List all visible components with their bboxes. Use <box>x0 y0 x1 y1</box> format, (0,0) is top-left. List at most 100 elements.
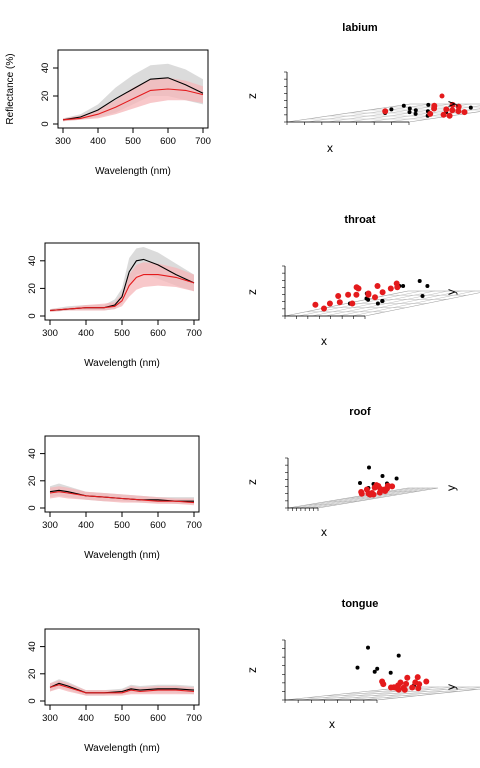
x-tick-label: 300 <box>42 328 58 339</box>
data-point <box>393 684 400 691</box>
x-tick-label: 300 <box>55 136 71 147</box>
y-tick-label: 20 <box>27 669 38 680</box>
data-point <box>443 106 450 113</box>
x-tick-label: 300 <box>42 520 58 531</box>
data-point <box>349 300 356 307</box>
panel-title: throat <box>344 214 376 226</box>
data-point <box>366 645 370 650</box>
y-axis-label: y <box>444 101 458 107</box>
mean-line <box>49 491 195 504</box>
x-tick-label: 600 <box>160 136 176 147</box>
data-point <box>375 301 380 306</box>
y-tick-label: 20 <box>27 283 38 294</box>
x-tick-label: 400 <box>78 520 94 531</box>
data-point <box>388 670 393 675</box>
mean-line <box>49 684 195 694</box>
y-tick-label: 0 <box>27 505 38 510</box>
data-point <box>326 300 333 307</box>
data-point <box>353 284 360 291</box>
data-point <box>401 284 406 288</box>
data-point <box>394 284 401 291</box>
x-tick-label: 400 <box>78 713 94 724</box>
x-tick-label: 400 <box>78 328 94 339</box>
y-tick-label: 40 <box>27 256 38 267</box>
spectra-panel: 300 400 500 600 700 0 20 40 Wavelength (nm) <box>27 242 202 369</box>
spectra-panel: 300 400 500 600 700 0 20 40 Wavelength (nm) Refle… <box>5 49 211 177</box>
mean-line <box>49 682 195 694</box>
data-point <box>449 101 456 108</box>
data-point <box>407 110 412 115</box>
clipped-data-point <box>439 93 445 99</box>
data-point <box>426 102 431 107</box>
x-axis-title: Wavelength (nm) <box>84 550 160 561</box>
data-point <box>375 666 380 671</box>
data-point <box>358 481 362 485</box>
x-tick-label: 500 <box>114 520 130 531</box>
mean-line <box>62 77 204 121</box>
data-point <box>366 491 372 497</box>
uncertainty-band <box>50 486 194 506</box>
x-tick-label: 600 <box>150 713 166 724</box>
data-point <box>336 299 343 306</box>
x-axis-title: Wavelength (nm) <box>84 358 160 369</box>
data-point <box>414 674 421 681</box>
data-point <box>335 293 342 299</box>
data-point <box>415 685 422 692</box>
data-point <box>387 285 394 292</box>
y-axis-title: Reflectance (%) <box>5 53 16 124</box>
data-point <box>409 684 416 691</box>
uncertainty-band <box>50 247 194 312</box>
x-axis-title: Wavelength (nm) <box>84 743 160 754</box>
y-tick-label: 40 <box>40 63 51 74</box>
y-tick-label: 40 <box>27 641 38 652</box>
uncertainty-band <box>50 262 194 312</box>
data-point <box>440 111 447 118</box>
data-point <box>404 674 411 681</box>
uncertainty-band <box>50 680 194 696</box>
data-point <box>455 108 462 115</box>
data-point <box>407 106 412 111</box>
x-tick-label: 600 <box>150 328 166 339</box>
data-point <box>367 465 371 470</box>
y-tick-label: 20 <box>40 91 51 102</box>
scatter3d-panel: tongue z x y <box>245 598 480 731</box>
data-point <box>449 107 456 114</box>
x-axis-label: x <box>321 525 327 539</box>
data-point <box>384 482 391 489</box>
z-axis-label: z <box>245 93 259 99</box>
data-point <box>353 291 360 298</box>
mean-line <box>62 88 204 121</box>
y-axis-label: y <box>444 684 458 690</box>
data-point <box>377 486 384 492</box>
data-point <box>431 105 438 112</box>
data-point <box>374 283 381 289</box>
spectra-panel: 300 400 500 600 700 0 20 40 Wavelength (nm) <box>27 628 202 754</box>
data-point <box>389 107 394 112</box>
y-tick-label: 0 <box>27 698 38 703</box>
x-tick-label: 300 <box>42 713 58 724</box>
data-point <box>358 490 365 497</box>
data-point <box>417 279 422 283</box>
data-point <box>380 299 385 303</box>
data-point <box>382 108 389 115</box>
data-point <box>382 488 389 494</box>
data-point <box>366 297 371 302</box>
data-point <box>401 686 408 693</box>
data-point <box>468 105 473 110</box>
data-point <box>380 474 385 478</box>
x-tick-label: 700 <box>186 520 202 531</box>
z-axis-label: z <box>245 667 259 673</box>
y-axis-label: y <box>444 289 458 295</box>
data-point <box>425 284 430 288</box>
panel-title: labium <box>342 22 378 34</box>
x-tick-label: 700 <box>186 713 202 724</box>
x-axis-label: x <box>327 141 333 155</box>
x-axis-label: x <box>321 334 327 348</box>
data-point <box>345 291 352 298</box>
scatter3d-panel: throat z x y <box>245 214 480 348</box>
panel-title: roof <box>349 406 371 418</box>
data-point <box>372 294 378 301</box>
z-axis-label: z <box>245 479 259 485</box>
spectra-panel: 300 400 500 600 700 0 20 40 Wavelength (nm) <box>27 435 202 561</box>
